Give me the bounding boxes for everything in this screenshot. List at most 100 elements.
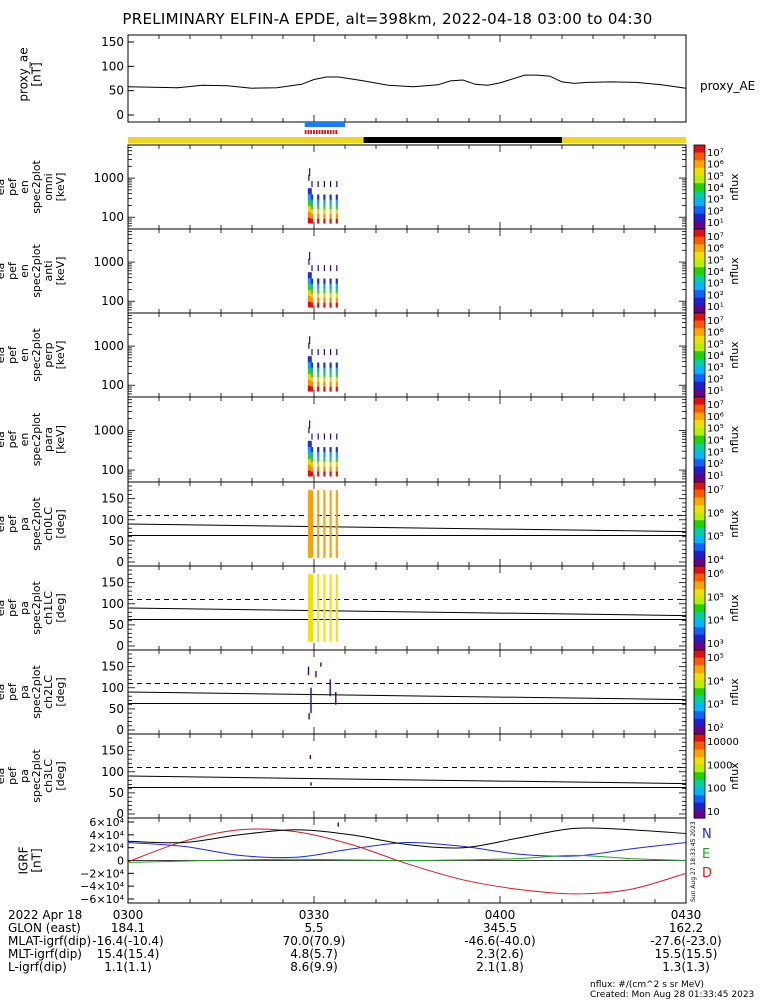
igrf-legend-e: E — [702, 847, 710, 862]
y-tick-label: 100 — [101, 765, 124, 779]
spectrogram-bin — [309, 336, 311, 345]
spectrogram-bin — [307, 272, 312, 279]
colorbar-tick-label: 10⁵ — [707, 592, 724, 603]
colorbar-segment — [694, 282, 705, 291]
y-axis-title-line: [keV] — [54, 341, 67, 370]
colorbar-tick-label: 1000 — [707, 760, 732, 771]
spectrogram-bin — [317, 461, 320, 467]
colorbar-tick-label: 10³ — [707, 195, 724, 206]
y-tick-label: 2×10⁴ — [89, 842, 124, 855]
y-axis-title-line: spec2plot — [30, 328, 43, 382]
spectrogram-bin — [310, 456, 314, 462]
spectrogram-bin — [329, 199, 332, 205]
y-axis-title-line: pa — [18, 517, 31, 531]
x-axis-row-value: 0400 — [485, 908, 516, 922]
spectrogram-bin — [317, 302, 320, 308]
colorbar-tick-label: 10⁵ — [707, 532, 724, 543]
igrf-legend-d: D — [702, 866, 712, 881]
colorbar-segment — [694, 160, 705, 169]
spectrogram-bin — [329, 292, 332, 298]
x-axis-row-value: 70.0(70.9) — [283, 934, 346, 948]
colorbar-segment — [694, 244, 705, 253]
colorbar-tick-label: 10⁶ — [707, 508, 724, 519]
y-axis-title-line: omni — [42, 173, 55, 200]
colorbar-segment — [694, 604, 705, 613]
y-tick-label: 100 — [101, 210, 124, 224]
colorbar-segment — [694, 795, 705, 804]
spectrogram-para-frame — [127, 396, 687, 483]
x-axis-row-value: 2.1(1.8) — [476, 960, 524, 974]
spectrogram-bin — [329, 447, 332, 453]
x-axis-row-value: 2.3(2.6) — [476, 947, 524, 961]
colorbar-tick-label: 10000 — [707, 737, 739, 748]
spectrogram-bin — [323, 376, 326, 382]
spectrogram-bin — [307, 356, 312, 363]
spectrogram-bin — [329, 278, 332, 284]
colorbar-tick-label: 10² — [707, 290, 724, 301]
burst-tick — [307, 130, 310, 134]
y-axis-title-line: ela — [0, 768, 7, 785]
burst-tick — [332, 130, 335, 134]
x-axis-row-label: 2022 Apr 18 — [8, 908, 82, 922]
spectrogram-bin — [317, 265, 319, 272]
spectrogram-perp-frame — [127, 312, 687, 398]
spectrogram-bin — [310, 447, 314, 453]
spectrogram-bin — [310, 288, 314, 294]
y-tick-label: 100 — [101, 513, 124, 527]
spectrogram-bin — [335, 218, 338, 224]
y-axis-title-line: proxy_ae — [17, 47, 31, 101]
colorbar-tick-label: 10⁴ — [707, 436, 724, 447]
spectrogram-bin — [323, 265, 325, 272]
spectrogram-bin — [310, 199, 314, 205]
y-tick-label: 0 — [116, 807, 124, 821]
colorbar-segment — [694, 489, 705, 498]
y-axis-title-line: para — [42, 427, 55, 452]
y-axis-title: ela pef pa spec2plot ch0LC [deg] — [0, 497, 67, 551]
spectrogram-bin — [335, 288, 338, 294]
spectrogram-bin — [317, 447, 320, 453]
colorbar-label: nflux — [728, 510, 741, 538]
y-axis-title-line: pa — [18, 685, 31, 699]
burst-tick — [318, 130, 321, 134]
burst-tick — [335, 130, 338, 134]
x-axis-row-value: -27.6(-23.0) — [650, 934, 721, 948]
spectrogram-bin — [329, 302, 332, 308]
colorbar-frame — [693, 733, 706, 819]
colorbar-segment — [694, 389, 705, 398]
colorbar-tick-label: 10⁵ — [707, 255, 724, 266]
pitch-angle-ch2LC-frame — [127, 649, 687, 735]
pitch-angle-bin — [329, 679, 331, 697]
colorbar-segment — [694, 512, 705, 521]
spectrogram-bin — [310, 362, 314, 368]
spectrogram-bin — [307, 362, 312, 369]
colorbar-segment — [694, 802, 705, 811]
spectrogram-bin — [330, 265, 332, 272]
spectrogram-bin — [329, 367, 332, 373]
spectrogram-bin — [308, 342, 310, 349]
x-axis-row-value: 0330 — [299, 908, 330, 922]
y-axis-title-line: spec2plot — [30, 160, 43, 214]
colorbar-tick-label: 10⁶ — [707, 569, 724, 580]
spectrogram-bin — [323, 199, 326, 205]
spectrogram-bin — [329, 372, 332, 378]
spectrogram-bin — [329, 461, 332, 467]
colorbar-segment — [694, 558, 705, 567]
y-axis-title-line: ela — [0, 431, 7, 448]
colorbar-segment — [694, 680, 705, 689]
spectrogram-bin — [335, 452, 338, 458]
colorbar-segment — [694, 358, 705, 367]
spectrogram-bin — [323, 372, 326, 378]
y-axis-title-line: ela — [0, 516, 7, 533]
x-axis-row-value: 162.2 — [669, 921, 703, 935]
y-tick-label: 0 — [116, 723, 124, 737]
pitch-angle-bin — [310, 782, 312, 786]
colorbar-segment — [694, 328, 705, 337]
colorbar-tick-label: 10³ — [707, 700, 724, 711]
colorbar-segment — [694, 229, 705, 238]
y-axis-title-line: perp — [42, 342, 55, 367]
igrf-series-line — [127, 828, 687, 895]
spectrogram-bin — [311, 181, 313, 188]
pitch-angle-bin — [315, 670, 317, 678]
